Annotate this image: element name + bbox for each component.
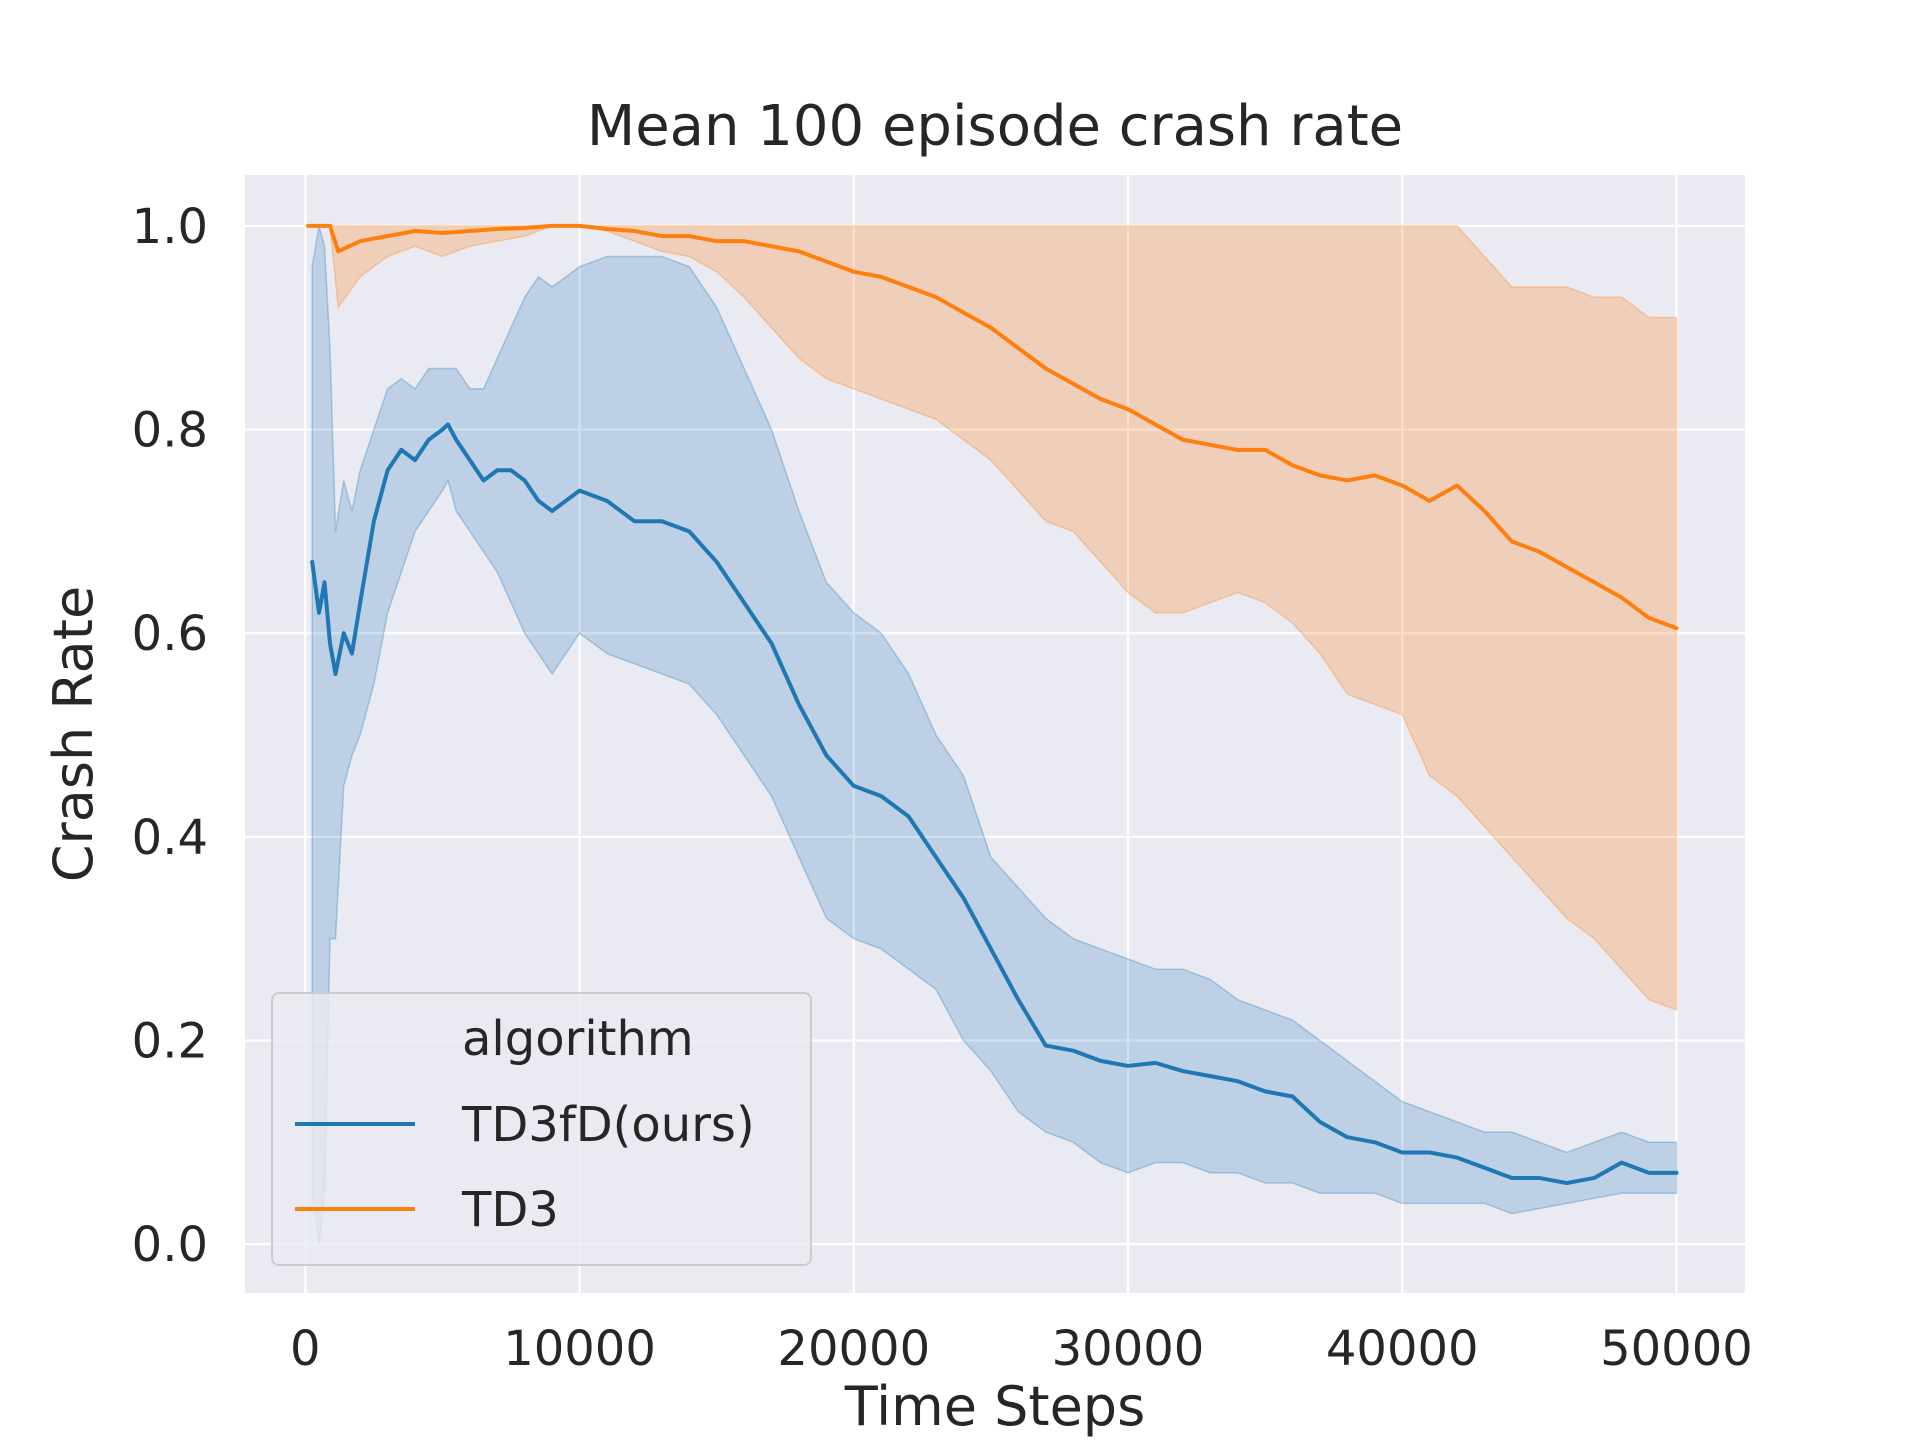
chart-title: Mean 100 episode crash rate [587, 94, 1403, 159]
line-td3 [306, 223, 1679, 631]
x-tick-label: 30000 [1052, 1321, 1205, 1377]
legend-title: algorithm [462, 1011, 694, 1067]
y-tick-label: 0.6 [132, 606, 208, 662]
line-td3fd [310, 422, 1679, 1186]
band-td3fd [311, 225, 1678, 1245]
y-axis-label: Crash Rate [42, 586, 105, 882]
x-tick-label: 0 [290, 1321, 321, 1377]
tick-labels: 0 10000 20000 30000 40000 50000 0.0 0.2 0.4 0.6 0.… [132, 199, 1753, 1377]
legend-box [271, 992, 812, 1266]
x-tick-label: 50000 [1600, 1321, 1753, 1377]
y-tick-label: 0.4 [132, 810, 208, 866]
y-tick-label: 0.2 [132, 1013, 208, 1069]
y-tick-label: 1.0 [132, 199, 208, 255]
legend-label-td3: TD3 [461, 1182, 559, 1238]
confidence-bands [308, 225, 1678, 1245]
series-lines [306, 223, 1679, 1186]
y-tick-label: 0.8 [132, 403, 208, 459]
legend: algorithm TD3fD(ours) TD3 [271, 992, 812, 1266]
x-tick-label: 40000 [1326, 1321, 1479, 1377]
band-td3 [308, 225, 1678, 1012]
x-axis-label: Time Steps [844, 1375, 1145, 1438]
x-tick-label: 20000 [777, 1321, 930, 1377]
x-tick-label: 10000 [503, 1321, 656, 1377]
legend-label-td3fd: TD3fD(ours) [461, 1097, 755, 1153]
y-tick-label: 0.0 [132, 1217, 208, 1273]
